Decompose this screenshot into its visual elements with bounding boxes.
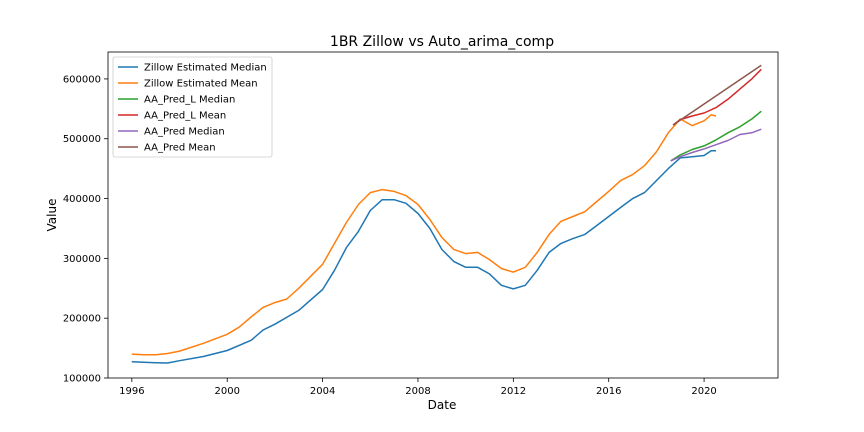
y-tick-label: 200000 xyxy=(63,314,101,325)
series-line-aa-pred-mean xyxy=(672,64,762,126)
series-line-aa-pred-median xyxy=(670,128,762,162)
x-tick-label: 2000 xyxy=(214,386,239,397)
x-tick-label: 2012 xyxy=(501,386,526,397)
series-line-zillow-estimated-median xyxy=(131,149,716,364)
series-line-aa-pred-l-median xyxy=(670,110,762,162)
chart-title: 1BR Zillow vs Auto_arima_comp xyxy=(330,34,554,50)
legend-label-aa-pred-l-mean: AA_Pred_L Mean xyxy=(144,111,226,122)
series-line-zillow-estimated-mean xyxy=(131,114,717,356)
legend-label-aa-pred-l-median: AA_Pred_L Median xyxy=(144,95,235,106)
x-axis: 1996 2000 2004 2008 2012 2016 2020 xyxy=(119,378,717,397)
legend-label-zillow-estimated-mean: Zillow Estimated Mean xyxy=(144,79,258,90)
legend-box xyxy=(112,56,273,158)
legend-label-zillow-estimated-median: Zillow Estimated Median xyxy=(144,63,267,74)
y-tick-label: 400000 xyxy=(63,194,101,205)
plot-frame xyxy=(107,51,779,379)
legend: Zillow Estimated Median Zillow Estimated … xyxy=(112,56,273,158)
y-tick-label: 600000 xyxy=(63,74,101,85)
x-tick-label: 2020 xyxy=(691,386,716,397)
y-tick-label: 300000 xyxy=(63,254,101,265)
x-tick-label: 1996 xyxy=(119,386,144,397)
y-tick-label: 100000 xyxy=(63,374,101,385)
y-axis: 100000 200000 300000 400000 500000 600000 xyxy=(63,74,108,385)
x-axis-title: Date xyxy=(428,398,457,412)
y-axis-title: Value xyxy=(45,199,59,232)
x-tick-label: 2008 xyxy=(405,386,430,397)
x-tick-label: 2016 xyxy=(596,386,621,397)
legend-label-aa-pred-median: AA_Pred Median xyxy=(144,127,225,138)
y-tick-label: 500000 xyxy=(63,134,101,145)
series-layer xyxy=(131,64,762,364)
x-tick-label: 2004 xyxy=(310,386,335,397)
series-line-aa-pred-l-mean xyxy=(672,68,762,126)
legend-label-aa-pred-mean: AA_Pred Mean xyxy=(144,143,216,154)
